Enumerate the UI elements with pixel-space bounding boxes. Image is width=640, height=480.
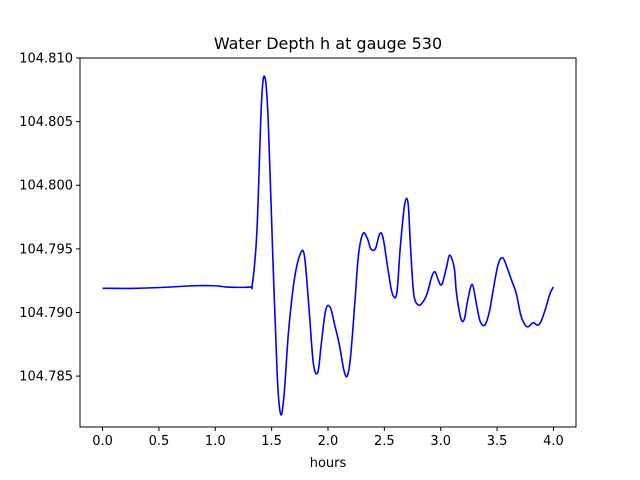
y-tick-label: 104.795 — [19, 242, 73, 257]
y-tick-label: 104.800 — [19, 179, 73, 194]
x-tick-label: 2.5 — [374, 434, 395, 449]
y-tick-label: 104.785 — [19, 370, 73, 385]
x-tick-label: 0.5 — [149, 434, 170, 449]
plot-area: 0.0 0.5 1.0 1.5 2.0 2.5 3.0 3.5 4.0 104.785 104.79… — [19, 52, 577, 449]
x-tick-label: 3.0 — [430, 434, 451, 449]
y-tick-label: 104.790 — [19, 306, 73, 321]
y-tick-label: 104.810 — [19, 52, 73, 67]
x-axis-label: hours — [310, 456, 347, 471]
x-tick-label: 4.0 — [543, 434, 564, 449]
series-line-1 — [102, 75, 555, 416]
x-tick-label: 0.0 — [92, 434, 113, 449]
x-tick-label: 1.0 — [205, 434, 226, 449]
chart-title: Water Depth h at gauge 530 — [214, 34, 442, 53]
x-tick-label: 1.5 — [261, 434, 282, 449]
x-tick-label: 2.0 — [318, 434, 339, 449]
y-tick-label: 104.805 — [19, 115, 73, 130]
x-tick-label: 3.5 — [487, 434, 508, 449]
